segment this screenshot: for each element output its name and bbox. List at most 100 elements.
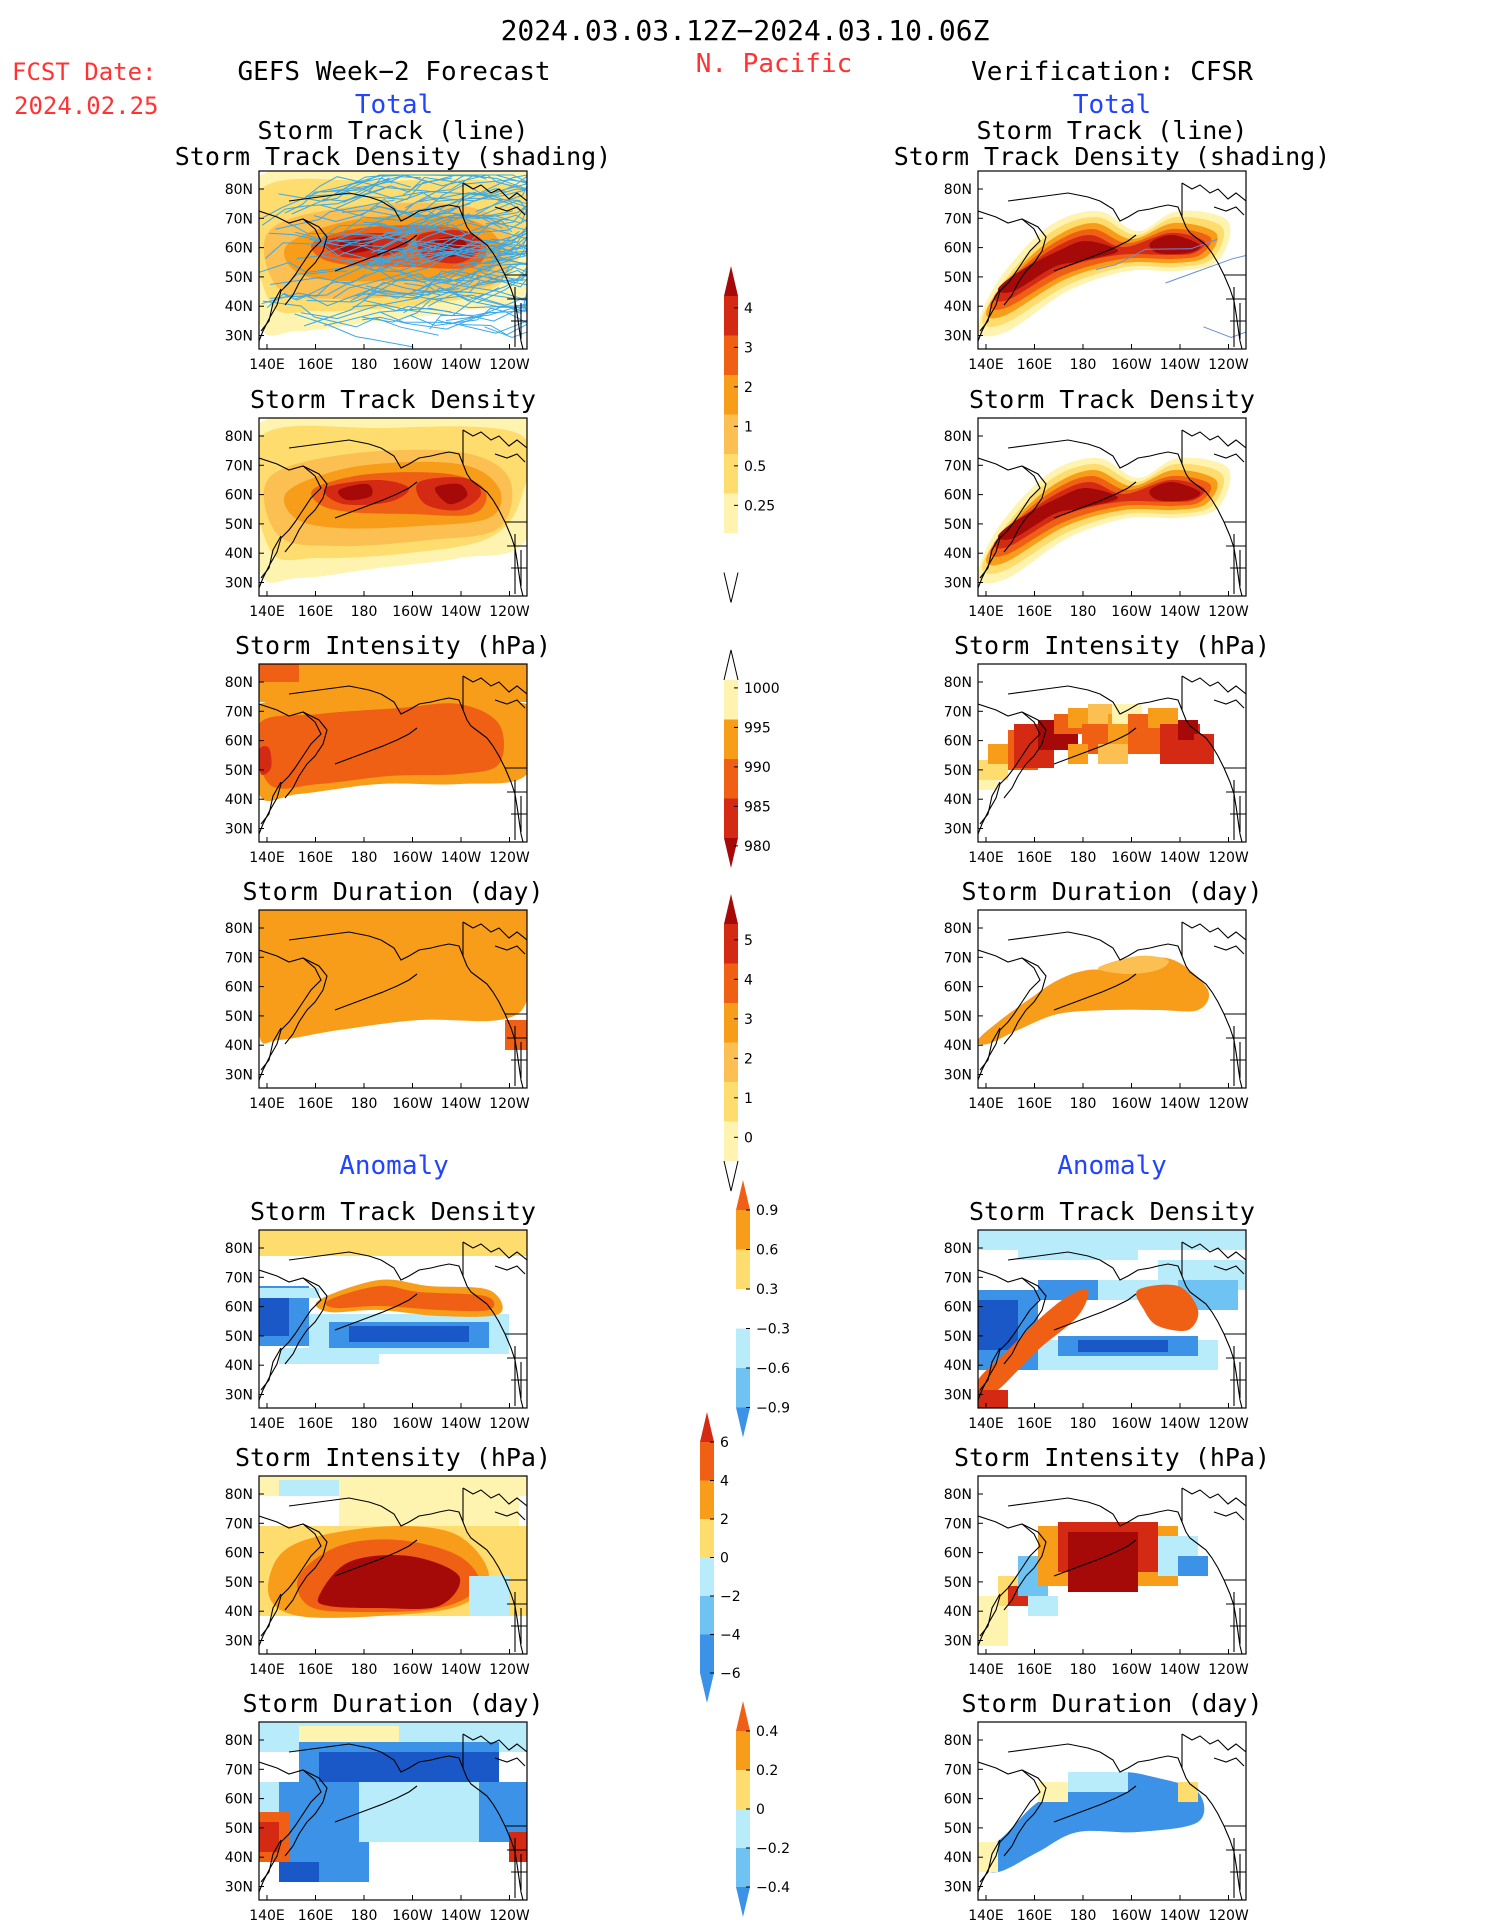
lat-tick-label: 40N (944, 1850, 972, 1866)
lon-tick-label: 120W (489, 604, 530, 620)
lat-tick-label: 60N (225, 1792, 253, 1808)
lon-tick-label: 140W (1160, 1908, 1201, 1924)
lon-tick-label: 160W (392, 1908, 433, 1924)
map-frame (258, 1721, 528, 1901)
map-field (259, 910, 527, 1088)
lat-tick-label: 40N (225, 1604, 253, 1620)
lon-tick-label: 180 (1070, 1096, 1097, 1112)
map-frame (977, 909, 1247, 1089)
panel-title: Storm Duration (day) (242, 877, 543, 906)
lat-tick-label: 50N (944, 517, 972, 533)
lat-tick-label: 70N (225, 704, 253, 720)
panel-title: Storm Intensity (hPa) (954, 1443, 1270, 1472)
colorbar-segment (724, 493, 738, 533)
lon-tick-label: 180 (351, 1662, 378, 1678)
lat-tick-label: 70N (225, 950, 253, 966)
colorbar-level-label: 0 (720, 1551, 729, 1567)
map-field (978, 664, 1246, 842)
lon-tick-label: 180 (1070, 1662, 1097, 1678)
colorbar-segment (724, 375, 738, 415)
lat-tick-label: 30N (944, 1068, 972, 1084)
colorbar-segment (724, 533, 738, 573)
panel-title: Storm Intensity (hPa) (954, 631, 1270, 660)
colorbar-level-label: −0.6 (756, 1361, 790, 1377)
lat-tick-label: 40N (225, 1038, 253, 1054)
colorbar-level-label: 0.3 (756, 1282, 778, 1298)
lon-tick-label: 140E (249, 1096, 285, 1112)
colorbar-segment (724, 414, 738, 454)
map-frame (977, 417, 1247, 597)
colorbar-segment (724, 924, 738, 964)
colorbar-segment (700, 1519, 714, 1558)
map-frame (258, 909, 528, 1089)
lat-tick-label: 50N (944, 1329, 972, 1345)
colorbar-segment (736, 1210, 750, 1250)
right-column-title: Verification: CFSR (971, 57, 1253, 87)
right-total-label: Total (1073, 90, 1151, 120)
lon-tick-label: 160W (1111, 850, 1152, 866)
lon-tick-label: 120W (489, 1662, 530, 1678)
lon-tick-label: 140W (441, 850, 482, 866)
colorbar-level-label: 995 (744, 720, 771, 736)
lon-tick-label: 140W (1160, 604, 1201, 620)
lat-tick-label: 50N (944, 270, 972, 286)
colorbar-segment (724, 798, 738, 838)
lat-tick-label: 60N (944, 1792, 972, 1808)
colorbar-segment (736, 1770, 750, 1809)
lat-tick-label: 70N (944, 950, 972, 966)
colorbar-segment (736, 1848, 750, 1887)
map-panel: Storm Track Density 80N 70N 60N 50N 40N 30N 140… (225, 385, 536, 620)
colorbar-level-label: 4 (720, 1474, 729, 1490)
lat-tick-label: 70N (225, 211, 253, 227)
lon-tick-label: 120W (1208, 1096, 1249, 1112)
lat-tick-label: 80N (225, 1733, 253, 1749)
map-frame (258, 170, 528, 350)
lon-tick-label: 140E (249, 357, 285, 373)
colorbar-segment (724, 1003, 738, 1043)
right-anomaly-label: Anomaly (1057, 1151, 1167, 1181)
colorbar-level-label: −4 (720, 1628, 741, 1644)
lat-tick-label: 50N (944, 763, 972, 779)
lat-tick-label: 40N (225, 299, 253, 315)
lon-tick-label: 160E (298, 1416, 334, 1432)
lon-tick-label: 140W (441, 1096, 482, 1112)
lon-tick-label: 180 (351, 1096, 378, 1112)
map-frame (258, 1475, 528, 1655)
lon-tick-label: 180 (1070, 357, 1097, 373)
lat-tick-label: 80N (944, 1241, 972, 1257)
lat-tick-label: 70N (944, 704, 972, 720)
colorbar-segment (736, 1249, 750, 1289)
lon-tick-label: 160E (1017, 1096, 1053, 1112)
colorbar-level-label: 0.2 (756, 1763, 778, 1779)
colorbar-segment (724, 1082, 738, 1122)
colorbar-level-label: 0.9 (756, 1203, 778, 1219)
lat-tick-label: 40N (225, 1358, 253, 1374)
lon-tick-label: 160E (1017, 1908, 1053, 1924)
colorbar-level-label: 2 (720, 1512, 729, 1528)
lon-tick-label: 140E (968, 604, 1004, 620)
colorbar: 4 3 2 1 0.5 0.25 (723, 266, 775, 603)
lat-tick-label: 60N (225, 241, 253, 257)
lon-tick-label: 120W (1208, 604, 1249, 620)
map-panel: Storm Intensity (hPa) 80N 70N 60N 50N 40N 30N 1… (225, 1443, 551, 1678)
lon-tick-label: 160W (1111, 1908, 1152, 1924)
map-panel: Storm Duration (day) 80N 70N 60N 50N 40N 30N 14… (225, 1689, 544, 1924)
map-panel: Storm Track (line)Storm Track Density (s… (894, 116, 1331, 373)
lat-tick-label: 40N (944, 1038, 972, 1054)
lat-tick-label: 30N (944, 1634, 972, 1650)
lon-tick-label: 180 (351, 357, 378, 373)
lat-tick-label: 30N (225, 576, 253, 592)
colorbar-level-label: 6 (720, 1435, 729, 1451)
lon-tick-label: 140W (441, 1908, 482, 1924)
colorbar-level-label: 0 (756, 1802, 765, 1818)
lat-tick-label: 80N (944, 429, 972, 445)
lon-tick-label: 160E (298, 1908, 334, 1924)
lon-tick-label: 140E (249, 1416, 285, 1432)
lat-tick-label: 30N (944, 1880, 972, 1896)
lat-tick-label: 50N (225, 270, 253, 286)
colorbar-segment (700, 1480, 714, 1519)
lat-tick-label: 80N (225, 1487, 253, 1503)
lon-tick-label: 180 (351, 604, 378, 620)
lon-tick-label: 140E (249, 1662, 285, 1678)
